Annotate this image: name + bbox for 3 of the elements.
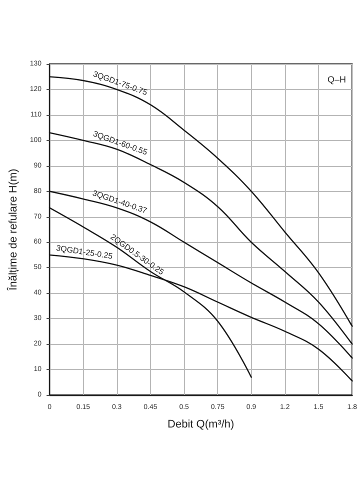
y-axis-title: Înălțime de refulare H(m) (6, 168, 20, 292)
x-axis-title: Debit Q(m³/h) (168, 418, 234, 430)
annotation: Q–H (327, 74, 346, 84)
